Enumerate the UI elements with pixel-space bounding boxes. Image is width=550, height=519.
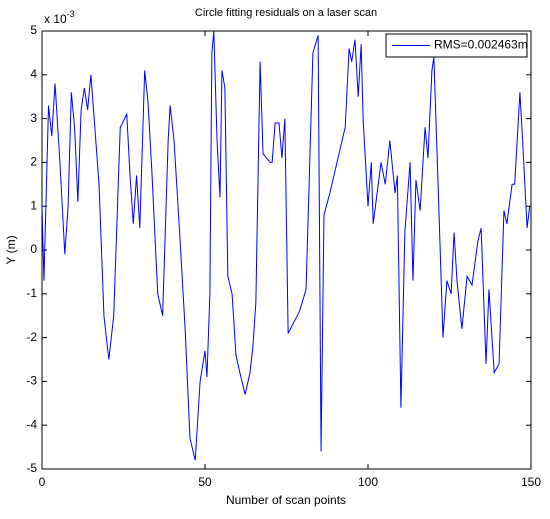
y-tick-label: -2 (26, 330, 37, 344)
y-tick-label: 1 (30, 198, 37, 212)
x-tick-label: 150 (521, 475, 541, 489)
x-axis-label: Number of scan points (226, 493, 346, 507)
x-tick-label: 0 (39, 475, 46, 489)
y-tick-label: 4 (30, 67, 37, 81)
y-tick-label: 0 (30, 242, 37, 256)
chart-title: Circle fitting residuals on a laser scan (195, 7, 377, 19)
line-series (41, 30, 531, 461)
x-tick-label: 50 (198, 475, 212, 489)
multiplier-base: x 10 (44, 12, 67, 26)
multiplier-exponent: -3 (67, 9, 75, 19)
y-tick-label: 5 (30, 23, 37, 37)
y-axis-label: Y (m) (4, 235, 18, 264)
y-tick-label: -1 (26, 286, 37, 300)
y-multiplier: x 10-3 (44, 9, 75, 26)
y-tick-label: -4 (26, 417, 37, 431)
legend-box (385, 33, 528, 58)
x-tick-label: 100 (358, 475, 378, 489)
y-tick-label: -5 (26, 461, 37, 475)
y-tick-label: -3 (26, 374, 37, 388)
legend-label: RMS=0.002463m (434, 38, 528, 52)
y-tick-label: 2 (30, 155, 37, 169)
y-tick-label: 3 (30, 111, 37, 125)
